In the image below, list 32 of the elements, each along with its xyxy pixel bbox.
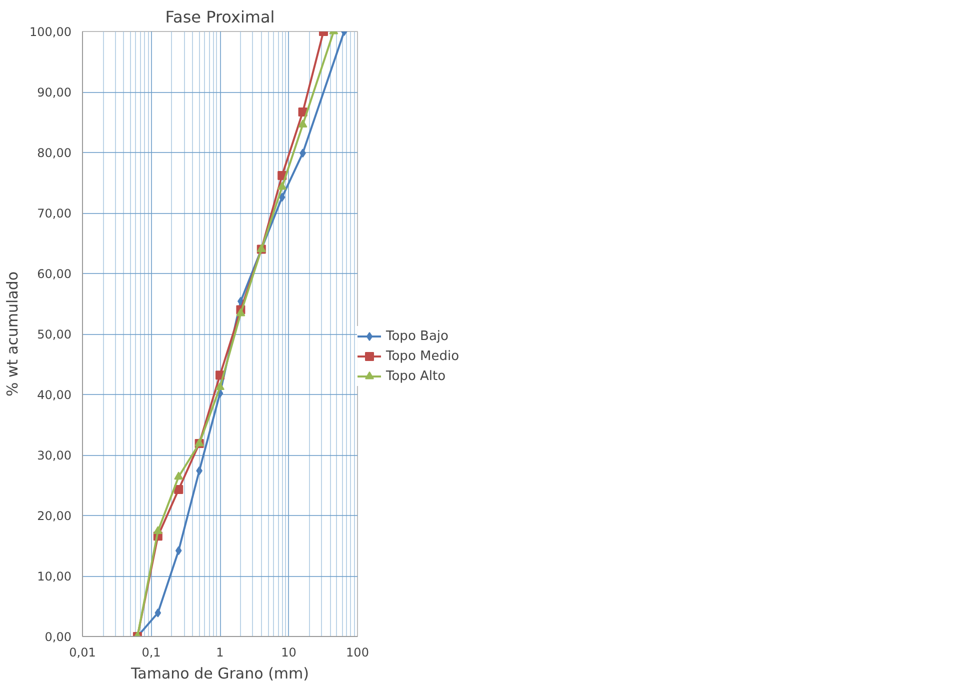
x-tick-label: 1 — [216, 646, 224, 660]
y-tick-label: 70,00 — [37, 206, 72, 220]
legend-label: Topo Bajo — [386, 328, 448, 344]
point — [298, 120, 308, 128]
point — [153, 526, 162, 534]
legend-label: Topo Medio — [386, 348, 460, 364]
y-tick-label: 20,00 — [37, 509, 72, 523]
point — [174, 472, 184, 480]
y-tick-label: 0,00 — [44, 630, 72, 644]
point — [154, 608, 162, 618]
point — [278, 192, 286, 202]
y-tick-label: 30,00 — [37, 448, 72, 462]
x-tick-label: 10 — [281, 646, 296, 660]
y-tick-label: 80,00 — [37, 146, 72, 160]
x-tick-label: 0,1 — [142, 646, 161, 660]
y-tick-label: 100,00 — [30, 25, 72, 39]
point — [174, 484, 184, 494]
y-tick-label: 40,00 — [37, 388, 72, 402]
point — [216, 382, 224, 390]
point — [175, 546, 182, 556]
legend-label: Topo Alto — [386, 368, 446, 384]
y-tick-label: 90,00 — [37, 86, 72, 100]
x-tick-label: 100 — [346, 646, 369, 660]
y-axis-title: % wt acumulado — [4, 271, 22, 397]
y-tick-label: 50,00 — [37, 328, 72, 342]
point — [278, 182, 287, 190]
x-axis-title: Tamano de Grano (mm) — [130, 664, 310, 682]
chart-title: Fase Proximal — [165, 8, 275, 26]
y-tick-label: 10,00 — [37, 570, 72, 584]
x-tick-label: 0,01 — [69, 646, 96, 660]
y-tick-label: 60,00 — [37, 267, 72, 281]
point — [236, 308, 246, 316]
